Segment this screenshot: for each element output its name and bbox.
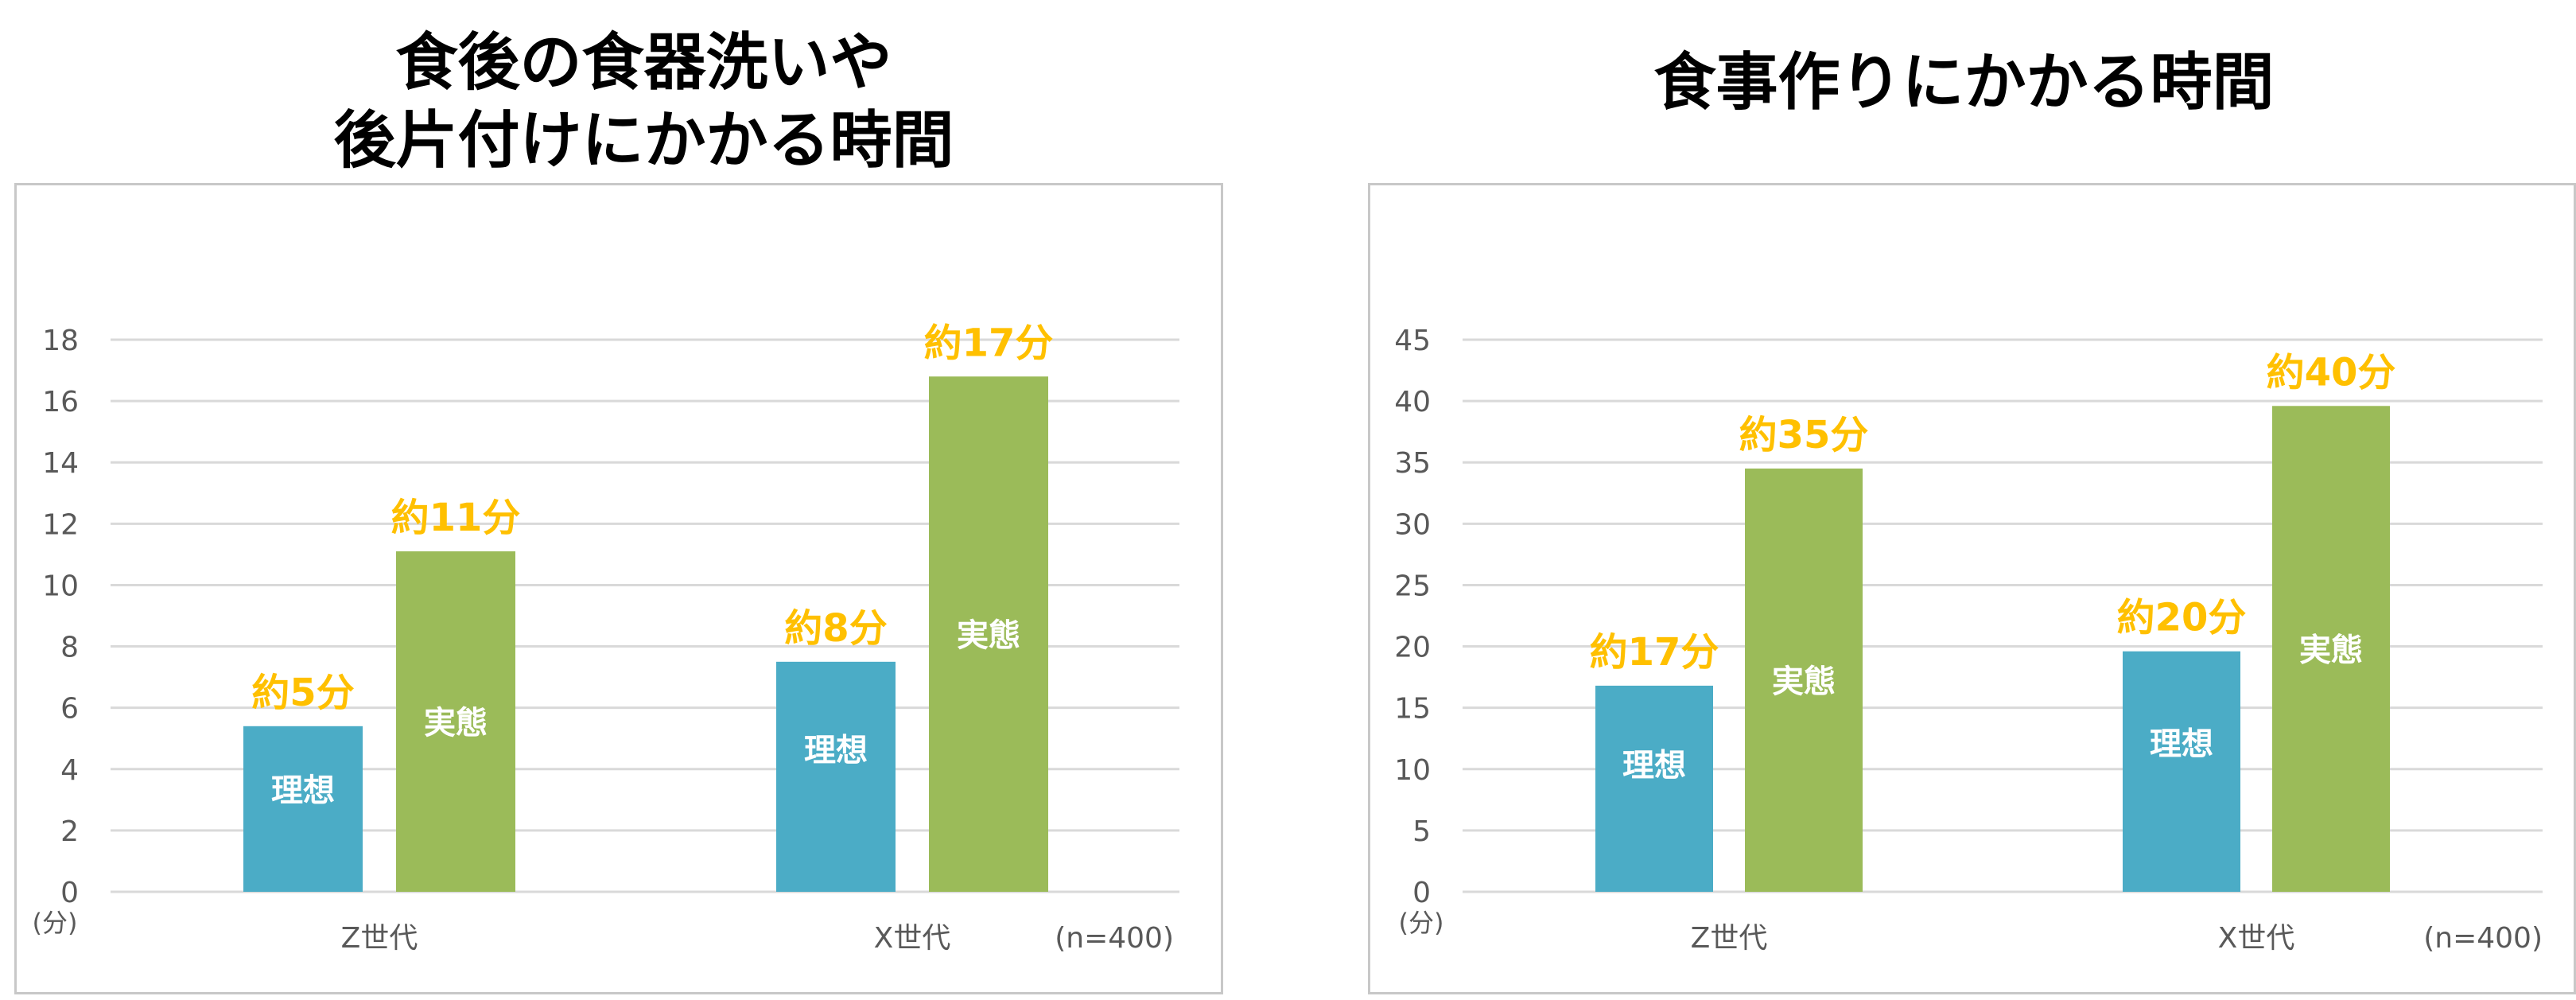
sample-size-note: (n=400) xyxy=(2423,922,2543,955)
data-label: 約11分 xyxy=(391,496,521,540)
y-tick-label: 10 xyxy=(42,570,79,602)
bar-actual xyxy=(1745,468,1863,892)
bar-series-label: 実態 xyxy=(957,617,1020,654)
chart-panel-meal-prep: 食事作りにかかる時間 0 5 10 15 20 25 30 35 40 45 (分) 理想 約17分 実態… xyxy=(1352,0,2576,999)
bar-ideal xyxy=(776,661,896,892)
bar-ideal xyxy=(243,726,363,892)
x-category-label: X世代 xyxy=(874,922,951,955)
y-tick-label: 0 xyxy=(60,877,79,909)
y-tick-label: 10 xyxy=(1394,754,1431,787)
y-tick-label: 20 xyxy=(1394,632,1431,664)
y-tick-label: 12 xyxy=(42,508,79,541)
y-tick-label: 35 xyxy=(1394,447,1431,480)
y-tick-label: 0 xyxy=(1412,877,1431,909)
y-tick-label: 6 xyxy=(60,693,79,726)
bar-actual xyxy=(396,551,515,892)
data-label: 約40分 xyxy=(2267,350,2396,395)
bar-series-label: 実態 xyxy=(1772,663,1836,700)
y-tick-label: 25 xyxy=(1394,570,1431,602)
data-label: 約20分 xyxy=(2117,596,2247,640)
chart-area: 0 5 10 15 20 25 30 35 40 45 (分) 理想 約17分 実態 約35分 Z世代 理想 約2… xyxy=(1368,183,2576,994)
data-label: 約17分 xyxy=(1590,630,1719,675)
y-tick-label: 4 xyxy=(60,754,79,787)
y-unit-label: (分) xyxy=(33,908,78,938)
data-label: 約17分 xyxy=(924,321,1054,365)
y-tick-label: 15 xyxy=(1394,693,1431,726)
y-tick-label: 14 xyxy=(42,447,79,480)
y-tick-label: 45 xyxy=(1394,325,1431,357)
y-tick-label: 2 xyxy=(60,815,79,848)
y-tick-label: 40 xyxy=(1394,386,1431,418)
bar-series-label: 理想 xyxy=(2150,726,2213,763)
bar-series-label: 実態 xyxy=(424,705,488,741)
bar-series-label: 実態 xyxy=(2299,632,2363,669)
x-category-label: Z世代 xyxy=(341,922,418,955)
chart-area: 0 2 4 6 8 10 12 14 16 18 (分) 理想 約5分 実態 約11分 Z世代 理想 約8分 実態約… xyxy=(14,183,1223,994)
y-tick-label: 8 xyxy=(60,632,79,664)
y-unit-label: (分) xyxy=(1399,908,1444,938)
y-tick-label: 30 xyxy=(1394,508,1431,541)
bar-series-label: 理想 xyxy=(271,772,335,809)
bar-actual xyxy=(929,376,1048,892)
chart-panel-meal-cleanup: 食後の食器洗いや 後片付けにかかる時間 0 2 4 6 8 10 12 14 16 18 (分) 理想… xyxy=(0,0,1288,999)
y-tick-label: 18 xyxy=(42,325,79,357)
chart-title: 食後の食器洗いや 後片付けにかかる時間 xyxy=(333,27,954,177)
data-label: 約5分 xyxy=(251,671,354,715)
y-tick-label: 16 xyxy=(42,386,79,418)
bar-actual xyxy=(2272,406,2390,892)
bar-series-label: 理想 xyxy=(1622,747,1686,784)
bar-chart-meal-prep: 051015202530354045(分)理想約17分実態約35分Z世代理想約2… xyxy=(1394,325,2543,955)
x-category-label: X世代 xyxy=(2218,922,2295,955)
y-tick-label: 5 xyxy=(1412,815,1431,848)
sample-size-note: (n=400) xyxy=(1055,922,1174,955)
data-label: 約8分 xyxy=(784,606,887,651)
bar-ideal xyxy=(1595,685,1713,892)
bar-ideal xyxy=(2123,651,2240,892)
chart-title: 食事作りにかかる時間 xyxy=(1653,47,2275,119)
bar-series-label: 理想 xyxy=(804,733,868,769)
data-label: 約35分 xyxy=(1739,413,1869,457)
x-category-label: Z世代 xyxy=(1691,922,1768,955)
